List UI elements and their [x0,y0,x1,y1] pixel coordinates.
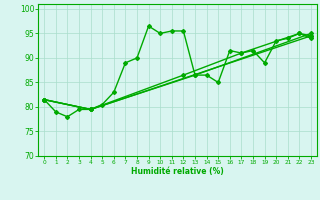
X-axis label: Humidité relative (%): Humidité relative (%) [131,167,224,176]
